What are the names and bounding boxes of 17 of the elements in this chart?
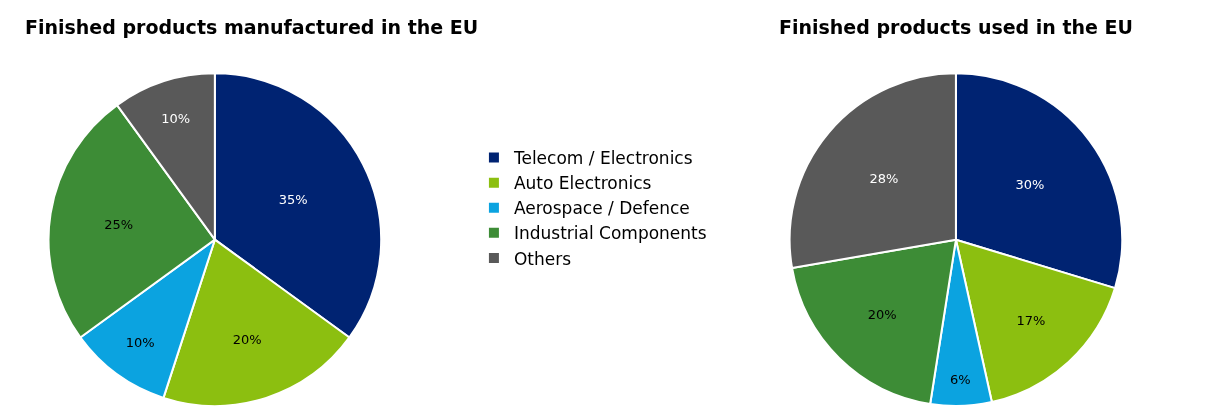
- data-label: 20%: [867, 307, 897, 323]
- data-label: 6%: [949, 372, 971, 388]
- legend-label: Industrial Components: [513, 223, 707, 244]
- chart-title: Finished products manufactured in the EU: [25, 16, 479, 38]
- legend-label: Others: [513, 248, 572, 269]
- legend-label: Telecom / Electronics: [512, 148, 693, 169]
- data-label: 20%: [232, 331, 262, 347]
- data-label: 10%: [161, 111, 191, 127]
- data-label: 25%: [104, 216, 134, 232]
- data-label: 30%: [1015, 177, 1045, 193]
- legend-label: Auto Electronics: [513, 173, 652, 194]
- data-label: 17%: [1016, 313, 1046, 329]
- legend-label: Aerospace / Defence: [513, 198, 690, 219]
- data-label: 10%: [125, 334, 155, 350]
- chart-title: Finished products used in the EU: [779, 16, 1133, 38]
- data-label: 28%: [869, 171, 899, 187]
- data-label: 35%: [278, 192, 308, 208]
